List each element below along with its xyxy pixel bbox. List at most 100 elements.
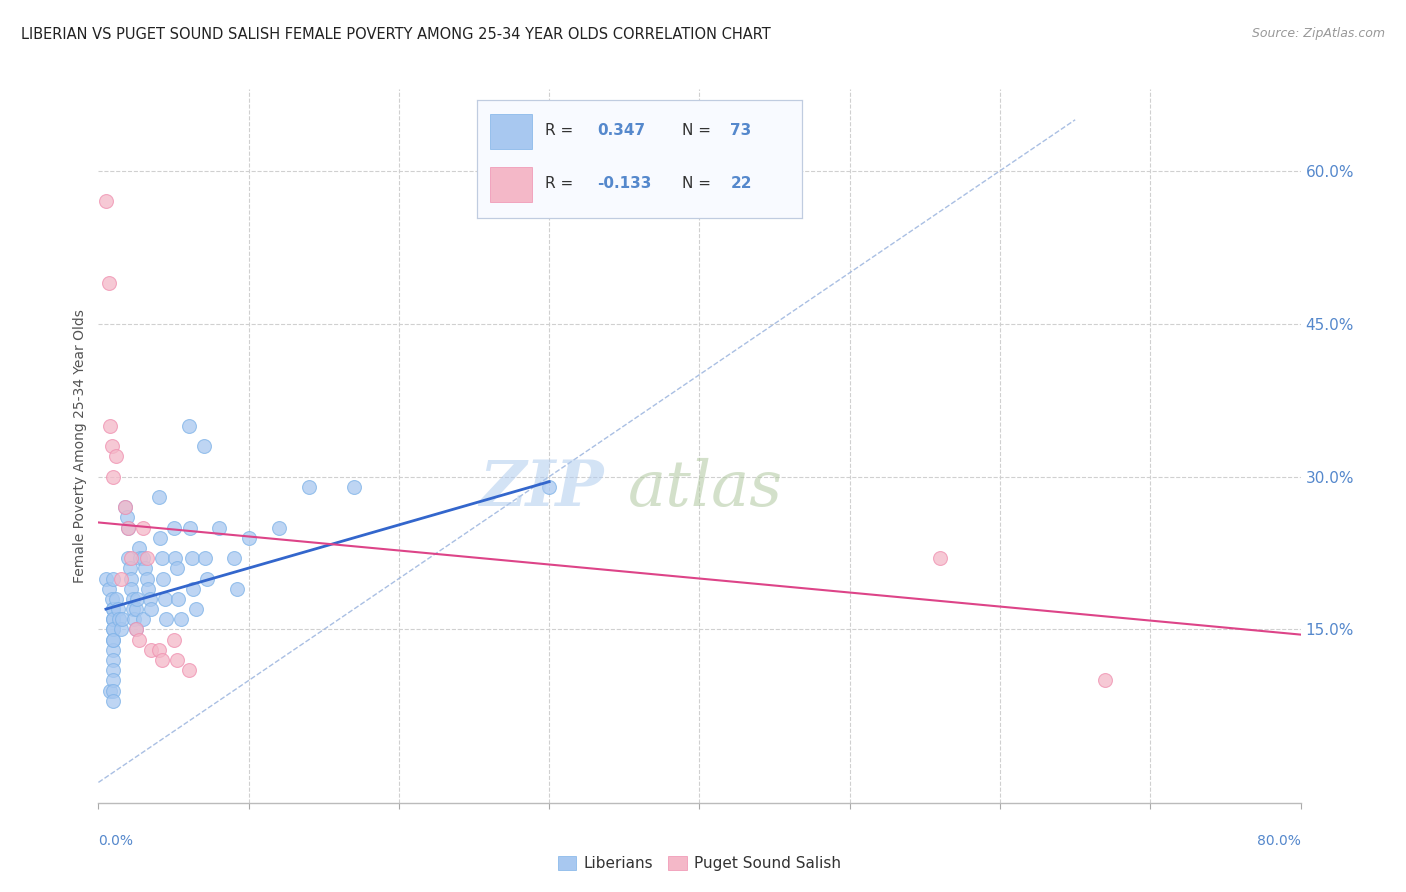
Point [101,591,124,606]
Point [149,531,172,545]
Point [195,572,218,586]
Text: 0.0%: 0.0% [98,834,134,848]
Point [110,572,132,586]
Point [167,591,190,606]
Point [103,469,125,483]
Point [122,602,145,616]
Point [118,561,141,575]
Point [97,582,120,596]
Point [225,582,247,596]
Point [194,551,217,566]
Point [132,520,155,534]
Point [103,602,125,616]
Point [94,194,117,209]
Point [208,520,231,534]
Point [103,683,125,698]
Point [115,510,138,524]
Point [162,520,184,534]
Point [128,632,150,647]
Point [121,572,143,586]
Text: LIBERIAN VS PUGET SOUND SALISH FEMALE POVERTY AMONG 25-34 YEAR OLDS CORRELATION : LIBERIAN VS PUGET SOUND SALISH FEMALE PO… [21,27,770,42]
Point [107,602,129,616]
Point [103,612,125,626]
Legend: Liberians, Puget Sound Salish: Liberians, Puget Sound Salish [551,850,848,877]
Point [103,623,125,637]
Point [128,541,150,555]
Point [101,439,124,453]
Point [103,623,125,637]
Point [343,480,366,494]
Point [121,582,143,596]
Point [134,561,156,575]
Point [267,520,290,534]
Point [177,663,200,677]
Point [222,551,245,566]
Point [193,439,215,453]
Point [103,673,125,688]
Point [124,612,146,626]
Point [166,653,188,667]
Point [100,683,122,698]
Point [165,551,187,566]
Text: 80.0%: 80.0% [1257,834,1301,848]
Point [114,500,136,515]
Point [180,551,202,566]
Point [103,653,125,667]
Point [100,418,122,433]
Point [238,531,260,545]
Point [153,591,176,606]
Point [135,551,157,566]
Point [136,582,159,596]
Point [103,612,125,626]
Point [103,602,125,616]
Point [103,572,125,586]
Point [132,612,155,626]
Text: ZIP: ZIP [479,458,603,519]
Point [125,623,148,637]
Point [929,551,952,566]
Point [108,612,131,626]
Point [132,551,155,566]
Point [105,449,128,463]
Point [117,551,139,566]
Point [122,591,145,606]
Point [139,643,162,657]
Point [138,591,160,606]
Point [94,572,117,586]
Point [97,276,120,290]
Point [538,480,561,494]
Point [150,551,173,566]
Point [121,551,143,566]
Point [103,694,125,708]
Point [110,623,132,637]
Point [114,500,136,515]
Point [127,591,149,606]
Point [170,612,193,626]
Point [148,643,170,657]
Point [135,572,157,586]
Point [162,632,184,647]
Point [179,520,201,534]
Point [117,520,139,534]
Point [103,643,125,657]
Point [148,490,170,504]
Point [125,623,148,637]
Point [298,480,321,494]
Point [1094,673,1116,688]
Text: Source: ZipAtlas.com: Source: ZipAtlas.com [1251,27,1385,40]
Point [111,612,134,626]
Point [103,632,125,647]
Point [129,551,152,566]
Point [155,612,177,626]
Point [103,632,125,647]
Point [105,591,128,606]
Point [139,602,162,616]
Point [184,602,207,616]
Point [117,520,139,534]
Point [125,602,148,616]
Point [177,418,200,433]
Text: atlas: atlas [627,458,782,520]
Point [150,653,173,667]
Point [152,572,174,586]
Y-axis label: Female Poverty Among 25-34 Year Olds: Female Poverty Among 25-34 Year Olds [73,309,87,583]
